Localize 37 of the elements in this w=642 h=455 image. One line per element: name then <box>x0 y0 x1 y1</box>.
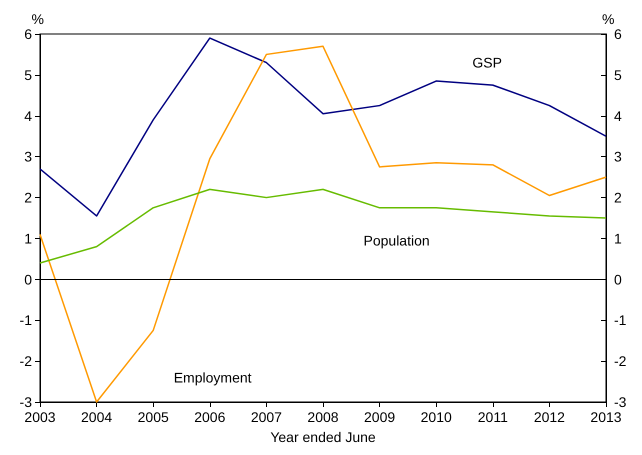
x-tick-label: 2003 <box>24 409 56 425</box>
x-tick-label: 2008 <box>307 409 339 425</box>
y2-tick-label: 3 <box>614 148 622 165</box>
x-tick-label: 2010 <box>420 409 452 425</box>
y2-tick-label: 0 <box>614 271 622 288</box>
x-tick-label: 2007 <box>250 409 282 425</box>
x-tick-label: 2011 <box>478 409 508 425</box>
x-tick-label: 2005 <box>138 409 169 425</box>
y-tick-label: 5 <box>24 66 32 83</box>
y-tick-label: -1 <box>20 312 32 328</box>
series-label: GSP <box>472 54 502 71</box>
y-tick-label: 0 <box>24 271 32 288</box>
text: Employment <box>174 369 252 386</box>
y2-tick-label: -3 <box>614 394 627 410</box>
y2-tick-label: 2 <box>614 190 622 206</box>
y2-tick-label: 4 <box>614 108 622 124</box>
y2-axis-title: % <box>602 11 614 27</box>
y2-tick-label: 6 <box>614 26 622 42</box>
y2-tick-label: -1 <box>614 312 627 328</box>
y2-tick-label: 5 <box>614 66 622 83</box>
x-tick-label: 2004 <box>81 409 112 425</box>
x-tick-label: 2012 <box>534 409 566 425</box>
x-axis-title: Year ended June <box>270 429 376 445</box>
y-tick-label: 1 <box>24 230 32 246</box>
y-tick-label: 6 <box>24 26 32 42</box>
y-tick-label: 4 <box>24 108 32 124</box>
y-axis-title: % <box>32 11 44 27</box>
x-tick-label: 2009 <box>364 409 396 425</box>
y2-tick-label: 1 <box>614 230 622 246</box>
y-tick-label: 3 <box>24 148 32 165</box>
series-label: Population <box>363 232 430 248</box>
x-tick-label: 2013 <box>590 409 622 425</box>
y-tick-label: -3 <box>20 394 32 410</box>
x-tick-label: 2006 <box>194 409 226 425</box>
y-tick-label: -2 <box>20 353 32 370</box>
y-tick-label: 2 <box>24 190 32 206</box>
y2-tick-label: -2 <box>614 353 627 370</box>
